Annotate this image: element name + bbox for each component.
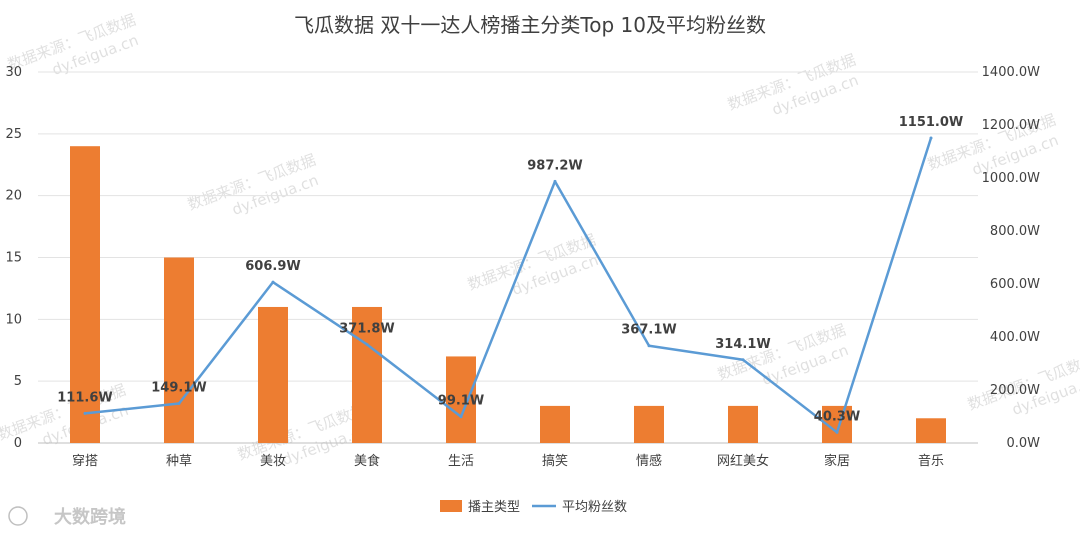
category-label: 穿搭 xyxy=(72,453,98,469)
line-data-label: 606.9W xyxy=(245,259,300,274)
right-tick-label: 1400.0W xyxy=(982,65,1040,80)
line-point xyxy=(741,358,745,362)
legend-bar-swatch xyxy=(440,500,462,512)
right-tick-label: 0.0W xyxy=(1006,436,1040,451)
line-point xyxy=(365,342,369,346)
bar xyxy=(164,257,194,443)
line-point xyxy=(929,136,933,140)
bar-series xyxy=(70,146,946,443)
legend-line-label: 平均粉丝数 xyxy=(562,500,627,515)
line-data-label: 40.3W xyxy=(814,409,860,424)
line-data-label: 371.8W xyxy=(339,321,394,336)
legend: 播主类型 平均粉丝数 xyxy=(440,500,627,515)
chart-title: 飞瓜数据 双十一达人榜播主分类Top 10及平均粉丝数 xyxy=(294,13,766,37)
bar xyxy=(258,306,288,443)
bar xyxy=(634,405,664,443)
bar xyxy=(70,146,100,443)
category-label: 美妆 xyxy=(260,454,286,469)
bar xyxy=(728,405,758,443)
left-tick-label: 20 xyxy=(5,189,22,204)
bar xyxy=(446,356,476,443)
brand-logo-icon xyxy=(8,506,28,526)
left-tick-label: 10 xyxy=(5,312,22,327)
category-label: 种草 xyxy=(166,454,192,469)
brand-watermark: 大数跨境 xyxy=(8,506,126,528)
bar xyxy=(916,418,946,443)
line-point xyxy=(553,179,557,183)
line-point xyxy=(177,401,181,405)
line-point xyxy=(271,280,275,284)
line-data-label: 314.1W xyxy=(715,337,770,352)
category-label: 网红美女 xyxy=(717,453,769,469)
right-tick-label: 800.0W xyxy=(990,224,1040,239)
line-data-label: 987.2W xyxy=(527,158,582,173)
right-tick-label: 200.0W xyxy=(990,383,1040,398)
line-data-label: 111.6W xyxy=(57,390,112,405)
category-label: 生活 xyxy=(448,454,474,469)
legend-bar-label: 播主类型 xyxy=(468,500,520,515)
category-label: 搞笑 xyxy=(542,453,568,469)
left-tick-label: 5 xyxy=(14,374,22,389)
brand-text: 大数跨境 xyxy=(54,506,126,528)
bar xyxy=(352,306,382,443)
line-point xyxy=(835,430,839,434)
line-series xyxy=(83,136,933,434)
right-tick-label: 400.0W xyxy=(990,330,1040,345)
left-tick-label: 0 xyxy=(14,436,22,451)
line-data-label: 149.1W xyxy=(151,380,206,395)
line-data-labels: 111.6W 149.1W 606.9W 371.8W 99.1W 987.2W 367.1… xyxy=(57,115,963,424)
x-axis: 穿搭 种草 美妆 美食 生活 搞笑 情感 网红美女 家居 音乐 xyxy=(72,453,944,469)
gridlines xyxy=(38,71,978,444)
right-tick-label: 1000.0W xyxy=(982,171,1040,186)
right-tick-label: 600.0W xyxy=(990,277,1040,292)
bar xyxy=(540,405,570,443)
left-tick-label: 15 xyxy=(5,251,22,266)
line-point xyxy=(459,415,463,419)
line-path xyxy=(84,137,933,434)
right-tick-label: 1200.0W xyxy=(982,118,1040,133)
category-label: 音乐 xyxy=(918,453,944,469)
left-y-axis: 0 5 10 15 20 25 30 xyxy=(5,65,22,451)
category-label: 情感 xyxy=(636,453,662,469)
line-data-label: 99.1W xyxy=(438,394,484,409)
left-tick-label: 30 xyxy=(5,65,22,80)
line-data-label: 367.1W xyxy=(621,323,676,338)
left-tick-label: 25 xyxy=(5,127,22,142)
line-point xyxy=(83,411,87,415)
category-label: 美食 xyxy=(354,453,380,469)
right-y-axis: 0.0W 200.0W 400.0W 600.0W 800.0W 1000.0W 1200.… xyxy=(982,65,1040,451)
line-data-label: 1151.0W xyxy=(899,115,964,130)
line-point xyxy=(647,344,651,348)
category-label: 家居 xyxy=(824,453,850,469)
